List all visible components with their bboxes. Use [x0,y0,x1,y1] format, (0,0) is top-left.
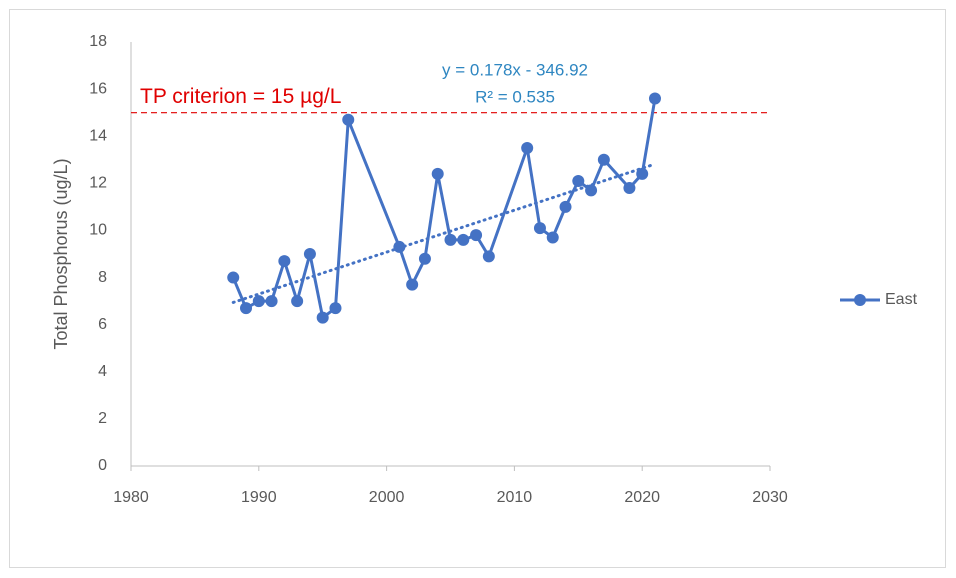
data-point [572,174,585,187]
x-tick-label: 2000 [369,489,405,506]
data-point [533,222,546,235]
data-point [393,240,406,253]
y-axis-label: Total Phosphorus (ug/L) [51,158,71,349]
data-point [252,295,265,308]
x-tick-label: 2020 [624,489,660,506]
data-point [329,302,342,315]
data-point [597,153,610,166]
x-tick-label: 1980 [113,489,149,506]
legend-label: East [885,291,918,308]
data-point [265,295,278,308]
data-point [636,167,649,180]
legend-marker [854,294,866,306]
data-point [406,278,419,291]
data-point [303,248,316,260]
data-point [457,233,470,246]
trendline-r2: R² = 0.535 [475,87,555,106]
y-tick-label: 6 [98,316,107,333]
y-tick-label: 4 [98,363,107,380]
data-point [278,255,291,268]
data-point [291,295,304,308]
data-point [240,302,253,315]
y-tick-label: 14 [89,127,107,144]
trendline-equation: y = 0.178x - 346.92 [442,60,588,79]
data-point [521,142,534,154]
data-point [648,92,661,105]
data-point [227,271,240,284]
data-point [342,113,355,126]
y-tick-label: 8 [98,269,107,286]
series-line [231,98,657,320]
data-point [444,233,457,246]
y-tick-label: 10 [89,222,107,239]
data-point [623,182,636,195]
data-point [470,229,483,242]
data-point [559,200,572,213]
data-point [585,184,598,197]
x-tick-label: 2010 [497,489,533,506]
x-tick-label: 2030 [752,489,788,506]
y-tick-label: 0 [98,457,107,474]
y-tick-label: 12 [89,175,107,192]
data-point [316,311,329,324]
y-tick-label: 2 [98,410,107,427]
data-point [431,167,444,180]
data-point [482,250,495,263]
x-tick-label: 1990 [241,489,277,506]
y-tick-label: 16 [89,80,107,97]
data-point [546,231,559,244]
chart-border [9,9,946,568]
reference-label: TP criterion = 15 µg/L [140,85,341,108]
data-point [418,252,431,265]
y-tick-label: 18 [89,33,107,50]
